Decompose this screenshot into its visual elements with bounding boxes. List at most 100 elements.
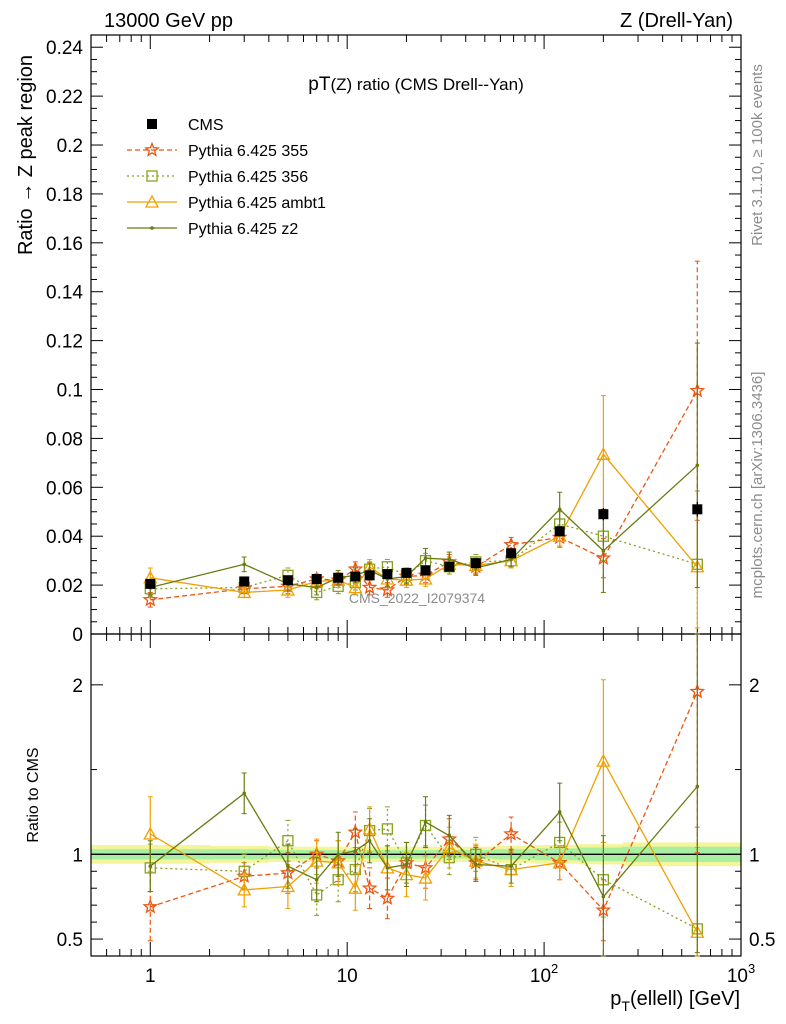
legend: CMS Pythia 6.425 355 Pythia 6.425 356 Pythi… — [127, 117, 326, 238]
main-ytick-label: 0.22 — [46, 87, 83, 108]
ratio-data-point — [474, 862, 478, 867]
x-axis-label: pT(ellell) [GeV] — [610, 988, 740, 1014]
ratio-series-line — [149, 759, 698, 933]
ratio-data-point — [601, 894, 606, 899]
ratio-data-point — [379, 890, 396, 906]
main-ytick-label: 0.18 — [46, 185, 83, 206]
ratio-ytick-label-right: 2 — [749, 676, 760, 697]
main-title-main: pT — [308, 74, 331, 95]
main-series-line — [150, 464, 698, 589]
x-tick-label: 10 — [337, 966, 358, 987]
ratio-data-point — [348, 880, 363, 894]
main-data-point — [314, 585, 319, 590]
main-ytick-label: 0.24 — [46, 38, 83, 59]
main-data-point — [399, 572, 414, 586]
main-data-point — [596, 446, 611, 460]
x-tick-label-base: 10 — [530, 966, 551, 987]
main-ytick-label: 0.14 — [46, 283, 83, 304]
ratio-ytick-label-right: 0.5 — [749, 930, 775, 951]
legend-label: Pythia 6.425 355 — [188, 143, 308, 160]
x-tick-label: 1 — [145, 966, 156, 987]
main-series — [145, 501, 703, 589]
ratio-data-point — [336, 852, 340, 857]
legend-marker — [150, 226, 154, 230]
x-tick-label-base: 10 — [337, 966, 358, 987]
main-data-point — [503, 536, 520, 552]
ratio-data-point — [447, 833, 452, 838]
main-data-point — [379, 581, 396, 597]
legend-marker — [146, 170, 158, 182]
legend-item: Pythia 6.425 z2 — [127, 221, 298, 238]
ratio-data-point — [418, 870, 433, 884]
main-data-point — [237, 585, 252, 599]
main-data-point — [361, 579, 378, 595]
x-tick-label-base: 10 — [727, 966, 748, 987]
main-title: pT(Z) ratio (CMS Drell--Yan) — [308, 74, 524, 95]
main-data-point — [444, 561, 455, 572]
legend-marker — [144, 194, 160, 208]
main-ytick-label: 0.1 — [57, 381, 83, 402]
x-tick-label: 103 — [727, 961, 755, 987]
ratio-ylabel: Ratio to CMS — [25, 747, 42, 842]
main-data-point — [350, 571, 361, 582]
main-series-line — [150, 390, 698, 601]
legend-marker — [147, 119, 157, 129]
legend-label: Pythia 6.425 356 — [188, 169, 308, 186]
ratio-data-point — [695, 784, 700, 789]
watermark: CMS_2022_I2079374 — [349, 590, 485, 606]
ratio-data-point — [596, 753, 611, 767]
main-data-point — [311, 573, 322, 584]
ratio-data-point — [404, 862, 409, 867]
legend-marker — [144, 141, 160, 157]
main-data-point — [601, 549, 606, 553]
ratio-data-point — [280, 879, 296, 893]
legend-label: Pythia 6.425 ambt1 — [188, 195, 326, 212]
legend-label: CMS — [188, 117, 224, 134]
ratio-ytick-label: 1 — [72, 845, 83, 866]
rivet-label: Rivet 3.1.10, ≥ 100k events — [749, 64, 766, 246]
main-data-point — [420, 565, 431, 576]
main-data-point — [509, 557, 513, 562]
ratio-data-point — [552, 855, 567, 869]
main-data-point — [348, 580, 363, 594]
main-data-point — [418, 571, 433, 585]
main-ytick-label: 0.02 — [46, 576, 83, 597]
main-ytick-label: 0.06 — [46, 478, 83, 499]
main-data-point — [554, 526, 565, 537]
ratio-data-point — [509, 864, 513, 868]
ratio-data-point — [314, 877, 319, 882]
main-data-point — [145, 578, 156, 589]
main-data-point — [282, 575, 293, 586]
main-data-point — [401, 567, 412, 578]
x-tick-label-exponent: 2 — [551, 961, 558, 976]
main-data-point — [470, 558, 481, 569]
main-ytick-label: 0.04 — [46, 527, 83, 548]
main-data-point — [447, 557, 452, 562]
ratio-data-point — [286, 864, 290, 868]
ratio-ytick-label: 0.5 — [57, 930, 83, 951]
x-tick-label: 102 — [530, 961, 558, 987]
main-ylabel: Ratio → Z peak region — [15, 55, 37, 255]
main-ytick-label: 0 — [72, 625, 83, 646]
ratio-ytick-label-right: 1 — [749, 845, 760, 866]
main-data-point — [333, 572, 344, 583]
main-ytick-label: 0.08 — [46, 429, 83, 450]
header-right: Z (Drell-Yan) — [620, 10, 733, 32]
ratio-data-point — [367, 838, 372, 843]
main-data-point — [382, 569, 393, 580]
x-axis-label-rest: (ellell) [GeV] — [630, 988, 740, 1010]
ratio-data-point — [423, 820, 428, 824]
header-left: 13000 GeV pp — [104, 10, 233, 32]
main-data-point — [364, 570, 375, 581]
ratio-data-point — [503, 825, 520, 841]
main-ytick-label: 0.2 — [57, 136, 83, 157]
ratio-data-point — [143, 826, 158, 840]
ratio-data-point — [148, 864, 153, 868]
ratio-data-point — [242, 791, 247, 796]
main-data-point — [423, 556, 428, 561]
main-title-sub: (Z) ratio (CMS Drell--Yan) — [330, 75, 523, 94]
ratio-data-point — [381, 823, 394, 835]
legend-label: Pythia 6.425 z2 — [188, 221, 298, 238]
